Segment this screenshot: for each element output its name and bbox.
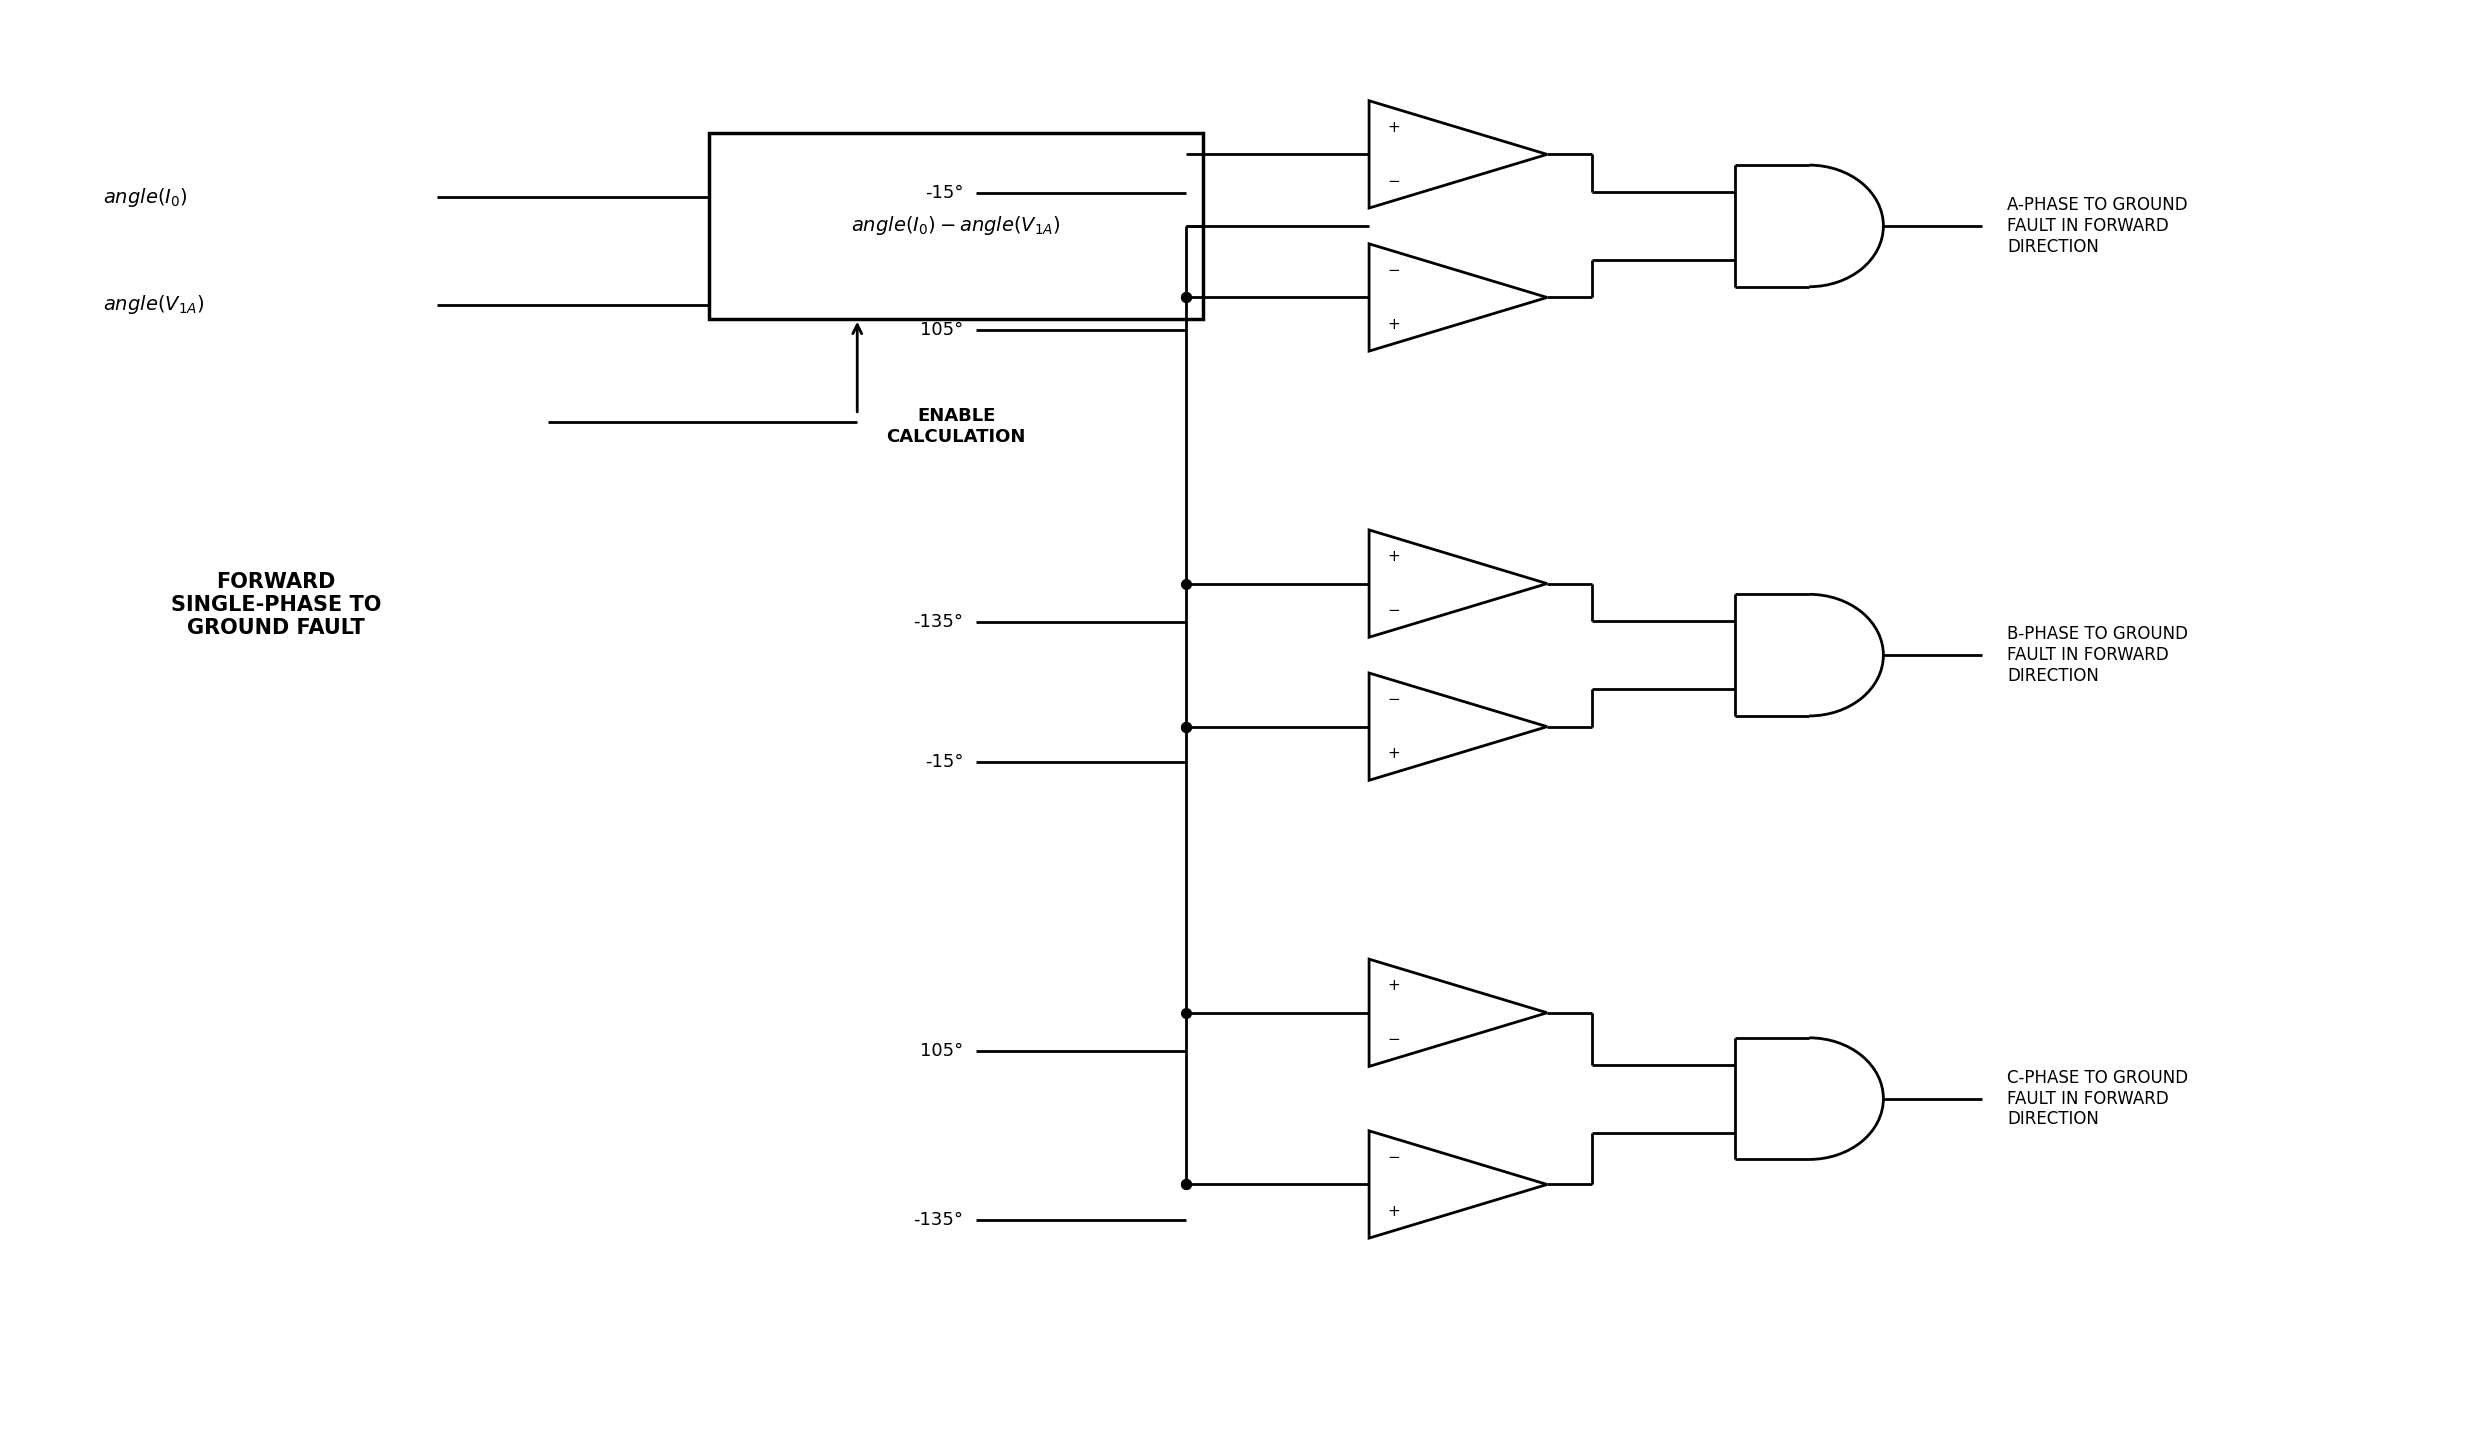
Text: −: − [1387, 263, 1399, 278]
Text: $\mathit{angle}(V_{1A})$: $\mathit{angle}(V_{1A})$ [104, 294, 203, 317]
Text: A-PHASE TO GROUND
FAULT IN FORWARD
DIRECTION: A-PHASE TO GROUND FAULT IN FORWARD DIREC… [2007, 196, 2188, 256]
Text: FORWARD
SINGLE-PHASE TO
GROUND FAULT: FORWARD SINGLE-PHASE TO GROUND FAULT [171, 571, 382, 639]
Text: −: − [1387, 1032, 1399, 1048]
Text: -135°: -135° [913, 613, 963, 632]
Text: +: + [1387, 1204, 1399, 1219]
Text: −: − [1387, 603, 1399, 617]
Text: B-PHASE TO GROUND
FAULT IN FORWARD
DIRECTION: B-PHASE TO GROUND FAULT IN FORWARD DIREC… [2007, 626, 2188, 685]
Text: C-PHASE TO GROUND
FAULT IN FORWARD
DIRECTION: C-PHASE TO GROUND FAULT IN FORWARD DIREC… [2007, 1069, 2188, 1128]
Text: -15°: -15° [925, 754, 963, 771]
Text: +: + [1387, 979, 1399, 993]
Text: -15°: -15° [925, 184, 963, 201]
Text: +: + [1387, 317, 1399, 332]
Text: ENABLE
CALCULATION: ENABLE CALCULATION [886, 407, 1025, 446]
Text: +: + [1387, 119, 1399, 135]
Text: -135°: -135° [913, 1212, 963, 1229]
Text: $\mathit{angle}(I_0)$: $\mathit{angle}(I_0)$ [104, 186, 189, 209]
Text: −: − [1387, 174, 1399, 189]
Text: −: − [1387, 1150, 1399, 1166]
Text: +: + [1387, 550, 1399, 564]
Text: 105°: 105° [920, 321, 963, 340]
Text: −: − [1387, 692, 1399, 708]
Bar [710, 132, 1203, 319]
Text: +: + [1387, 745, 1399, 761]
Text: $\mathit{angle}(I_0) - \mathit{angle}(V_{1A})$: $\mathit{angle}(I_0) - \mathit{angle}(V_… [851, 214, 1062, 237]
Text: 105°: 105° [920, 1042, 963, 1061]
